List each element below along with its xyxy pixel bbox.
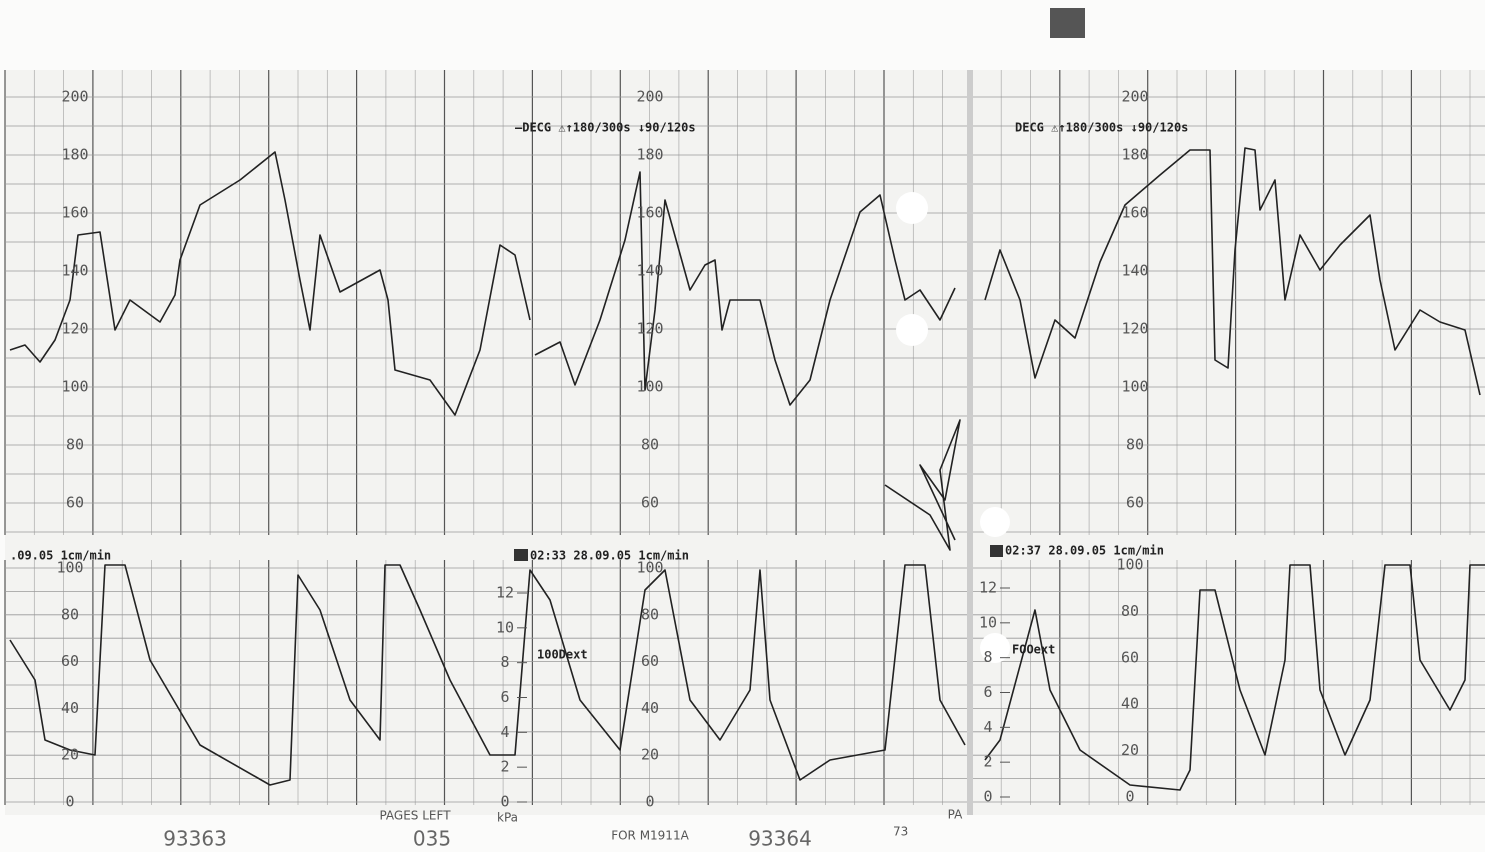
fhr-scale-label: 120 — [636, 320, 663, 338]
time-icon — [514, 549, 528, 561]
kpa-unit: kPa — [497, 811, 518, 825]
time-label: .09.05 1cm/min — [10, 549, 111, 563]
ext-label: FOOext — [1012, 643, 1055, 657]
ua-scale-label: 80 — [1121, 602, 1139, 620]
ua-scale-label: 100 — [1116, 556, 1143, 574]
fhr-scale-label: 180 — [1121, 146, 1148, 164]
fhr-scale-label: 200 — [636, 88, 663, 106]
ua-trace — [9, 564, 966, 786]
corner-mark: PA — [948, 808, 963, 822]
marker-block — [1050, 8, 1085, 38]
kpa-scale-label: 2 — [500, 758, 509, 776]
fhr-scale-label: 120 — [61, 320, 88, 338]
ua-scale-label: 60 — [641, 652, 659, 670]
kpa-scale-label: 0 — [500, 793, 509, 811]
fhr-scale-label: 140 — [1121, 262, 1148, 280]
kpa-scale-label: 4 — [983, 718, 992, 736]
ua-scale-label: 40 — [641, 699, 659, 717]
model: FOR M1911A — [611, 829, 689, 843]
ua-scale-label: 0 — [645, 793, 654, 811]
fhr-scale-label: 120 — [1121, 320, 1148, 338]
ua-scale-label: 80 — [61, 605, 79, 623]
kpa-scale-label: 12 — [496, 584, 514, 602]
page-number: 93364 — [748, 827, 812, 851]
fhr-trace — [984, 147, 1481, 396]
pages-left-label: PAGES LEFT — [379, 809, 451, 823]
fhr-scale-label: 140 — [61, 262, 88, 280]
ua-scale-label: 20 — [641, 746, 659, 764]
page-number: 93363 — [163, 827, 227, 851]
mode-label: —DECG ⚠↑180/300s ↓90/120s — [515, 121, 696, 135]
scribble — [884, 419, 961, 551]
ua-scale-label: 0 — [1125, 788, 1134, 806]
fhr-scale-label: 60 — [66, 494, 84, 512]
time-label: 02:37 28.09.05 1cm/min — [1005, 544, 1164, 558]
fhr-scale-label: 60 — [1126, 494, 1144, 512]
ua-scale-label: 80 — [641, 605, 659, 623]
ua-scale-label: 0 — [65, 793, 74, 811]
fhr-scale-label: 160 — [636, 204, 663, 222]
kpa-scale-label: 10 — [496, 618, 514, 636]
ua-scale-label: 60 — [61, 652, 79, 670]
ua-scale-label: 40 — [1121, 695, 1139, 713]
punch-hole — [980, 507, 1010, 537]
fhr-scale-label: 200 — [61, 88, 88, 106]
ua-trace — [984, 564, 1485, 791]
fhr-scale-label: 60 — [641, 494, 659, 512]
grid-paper — [5, 70, 1485, 815]
kpa-scale-label: 10 — [979, 613, 997, 631]
ua-scale-label: 60 — [1121, 648, 1139, 666]
time-label: 02:33 28.09.05 1cm/min — [530, 549, 689, 563]
fhr-trace — [9, 151, 531, 416]
ua-scale-label: 100 — [56, 559, 83, 577]
fhr-scale-label: 160 — [1121, 204, 1148, 222]
kpa-scale-label: 2 — [983, 753, 992, 771]
fhr-scale-label: 180 — [61, 146, 88, 164]
kpa-scale-label: 6 — [983, 683, 992, 701]
fhr-scale-label: 80 — [66, 436, 84, 454]
kpa-scale-label: 12 — [979, 579, 997, 597]
fhr-scale-label: 100 — [1121, 378, 1148, 396]
punch-hole — [980, 633, 1010, 663]
time-icon — [990, 545, 1003, 557]
punch-hole — [896, 192, 928, 224]
ext-label: 100Dext — [537, 648, 588, 662]
fhr-scale-label: 160 — [61, 204, 88, 222]
ua-scale-label: 20 — [1121, 741, 1139, 759]
fhr-scale-label: 140 — [636, 262, 663, 280]
ua-scale-label: 40 — [61, 699, 79, 717]
fhr-scale-label: 100 — [636, 378, 663, 396]
kpa-scale-label: 6 — [500, 688, 509, 706]
ua-scale-label: 100 — [636, 559, 663, 577]
fhr-scale-label: 200 — [1121, 88, 1148, 106]
note: 73 — [893, 825, 908, 839]
kpa-scale-label: 8 — [500, 653, 509, 671]
mode-label: DECG ⚠↑180/300s ↓90/120s — [1015, 121, 1188, 135]
punch-hole — [896, 314, 928, 346]
fhr-scale-label: 80 — [641, 436, 659, 454]
fhr-trace — [534, 171, 956, 406]
fhr-scale-label: 100 — [61, 378, 88, 396]
kpa-scale-label: 4 — [500, 723, 509, 741]
grid — [4, 70, 1485, 805]
kpa-scale-label: 0 — [983, 788, 992, 806]
ua-scale-label: 20 — [61, 746, 79, 764]
kpa-scale-label: 8 — [983, 648, 992, 666]
fhr-scale-label: 180 — [636, 146, 663, 164]
pages-left: 035 — [413, 827, 451, 851]
fhr-scale-label: 80 — [1126, 436, 1144, 454]
